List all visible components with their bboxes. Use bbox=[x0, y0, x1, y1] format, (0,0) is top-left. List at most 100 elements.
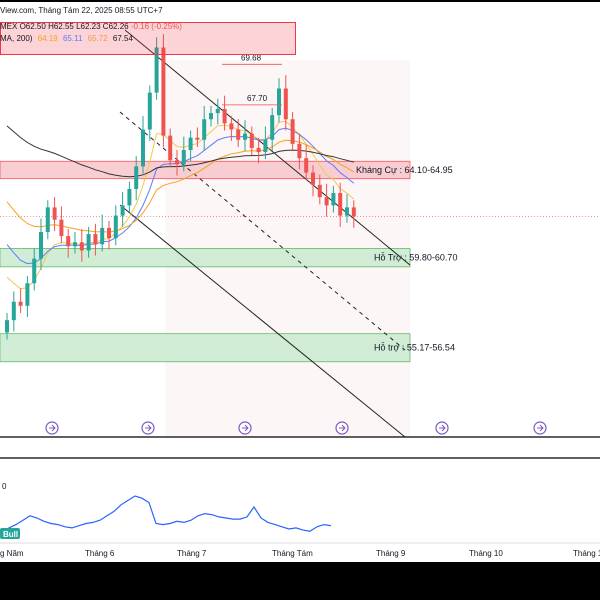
candle-body-46 bbox=[317, 184, 322, 198]
event-marker-arrow-0 bbox=[49, 424, 56, 432]
candle-body-19 bbox=[134, 166, 139, 189]
event-marker-arrow-2 bbox=[242, 424, 249, 432]
ma-value-3: 65.72 bbox=[87, 34, 108, 43]
candle-body-3 bbox=[25, 283, 30, 306]
ohlc-close: C62.26 bbox=[102, 22, 129, 31]
candle-body-28 bbox=[195, 137, 200, 140]
top-strip bbox=[0, 0, 600, 2]
ohlc-open: O62.50 bbox=[19, 22, 46, 31]
ohlc-high: H62.55 bbox=[48, 22, 74, 31]
zone-label-1: Hỗ Trợ : 59.80-60.70 bbox=[374, 253, 457, 263]
candle-body-22 bbox=[154, 47, 159, 93]
candle-body-25 bbox=[175, 160, 179, 165]
candle-body-33 bbox=[229, 123, 234, 130]
x-tick-label-6: Tháng 1 bbox=[573, 549, 600, 558]
candle-body-12 bbox=[86, 234, 91, 251]
channel-upper-line bbox=[124, 29, 411, 266]
ohlc-low: L62.23 bbox=[76, 22, 101, 31]
candle-body-26 bbox=[181, 150, 186, 165]
candle-body-39 bbox=[270, 115, 275, 140]
candle-body-48 bbox=[331, 193, 336, 206]
candle-body-0 bbox=[5, 320, 9, 333]
x-tick-label-0: g Năm bbox=[0, 549, 24, 558]
candle-body-9 bbox=[66, 236, 71, 247]
zone-label-2: Hỗ trợ : 55.17-56.54 bbox=[374, 343, 455, 353]
candle-body-34 bbox=[236, 129, 241, 140]
zone-label-0: Kháng Cự : 64.10-64.95 bbox=[356, 165, 453, 175]
annotation-label-1: 67.70 bbox=[247, 94, 268, 103]
candle-body-44 bbox=[304, 158, 309, 173]
x-tick-label-3: Tháng Tám bbox=[272, 549, 313, 558]
candle-body-42 bbox=[290, 119, 295, 144]
candle-body-21 bbox=[147, 92, 152, 130]
ma-value-4: 67.54 bbox=[112, 34, 133, 43]
candle-body-8 bbox=[59, 219, 64, 237]
ma-label: MA, 200) bbox=[0, 34, 33, 43]
candle-body-50 bbox=[345, 207, 349, 216]
candle-body-24 bbox=[168, 135, 173, 161]
candle-body-16 bbox=[113, 215, 118, 239]
candle-body-35 bbox=[243, 133, 247, 140]
candle-body-10 bbox=[73, 242, 77, 247]
x-tick-label-5: Tháng 10 bbox=[469, 549, 503, 558]
candle-body-29 bbox=[202, 119, 207, 140]
x-tick-label-2: Tháng 7 bbox=[177, 549, 207, 558]
candle-body-1 bbox=[11, 301, 16, 321]
candle-body-32 bbox=[222, 109, 227, 124]
ohlc-legend-highlight bbox=[0, 22, 296, 55]
candle-body-15 bbox=[107, 227, 111, 239]
event-marker-arrow-3 bbox=[339, 424, 346, 432]
ohlc-values: MEX O62.50 H62.55 L62.23 C62.26 -0.16 (-… bbox=[0, 22, 182, 31]
channel-lower-line bbox=[119, 204, 406, 438]
event-marker-arrow-4 bbox=[439, 424, 446, 432]
rsi-line bbox=[1, 495, 332, 532]
candle-body-31 bbox=[215, 109, 220, 114]
event-marker-arrow-5 bbox=[537, 424, 544, 432]
zone-rect-2 bbox=[0, 333, 411, 363]
candle-body-41 bbox=[283, 88, 288, 120]
candle-body-49 bbox=[338, 193, 343, 216]
symbol-fragment: MEX bbox=[0, 22, 18, 31]
event-marker-arrow-1 bbox=[145, 424, 152, 432]
ma-mid-line bbox=[6, 127, 355, 265]
candle-body-2 bbox=[18, 301, 23, 306]
source-date: View.com, Tháng Tám 22, 2025 08:55 UTC+7 bbox=[0, 6, 163, 15]
candle-body-7 bbox=[52, 207, 57, 220]
candle-body-37 bbox=[256, 147, 261, 153]
candle-body-4 bbox=[32, 258, 37, 284]
candle-body-47 bbox=[324, 197, 329, 206]
candle-body-6 bbox=[45, 207, 50, 232]
ma-200-line bbox=[6, 125, 354, 178]
bottom-strip bbox=[0, 562, 600, 600]
ma-values: MA, 200) 64.19 65.11 65.72 67.54 bbox=[0, 34, 136, 43]
candle-body-13 bbox=[93, 234, 98, 245]
candle-body-36 bbox=[249, 133, 254, 148]
candle-body-40 bbox=[277, 88, 281, 116]
candle-body-43 bbox=[297, 143, 302, 159]
ma-value-2: 65.11 bbox=[62, 34, 83, 43]
zone-rect-0 bbox=[0, 160, 411, 180]
annotation-label-0: 69.68 bbox=[241, 53, 262, 62]
x-tick-label-4: Tháng 9 bbox=[376, 549, 406, 558]
candle-body-17 bbox=[120, 205, 125, 216]
candle-body-20 bbox=[141, 129, 145, 167]
bull-badge-label: Bull bbox=[3, 530, 18, 539]
candle-body-27 bbox=[188, 137, 193, 150]
zone-rect-1 bbox=[0, 247, 411, 268]
candle-body-30 bbox=[209, 113, 213, 120]
ma-long-line bbox=[6, 139, 355, 233]
ma-short-line bbox=[6, 120, 355, 290]
candle-body-11 bbox=[79, 242, 84, 251]
candle-body-18 bbox=[127, 188, 132, 206]
x-tick-label-1: Tháng 6 bbox=[85, 549, 115, 558]
candle-body-23 bbox=[161, 47, 166, 136]
ohlc-change: -0.16 (-0.25%) bbox=[130, 22, 182, 31]
rsi-top-label: 0 bbox=[2, 482, 7, 491]
ma-value-1: 64.19 bbox=[37, 34, 58, 43]
legend-line-1: View.com, Tháng Tám 22, 2025 08:55 UTC+7 bbox=[0, 6, 166, 15]
bull-badge bbox=[0, 528, 20, 539]
candle-body-14 bbox=[100, 227, 105, 245]
candle-body-45 bbox=[311, 172, 315, 185]
candle-body-5 bbox=[39, 232, 43, 259]
